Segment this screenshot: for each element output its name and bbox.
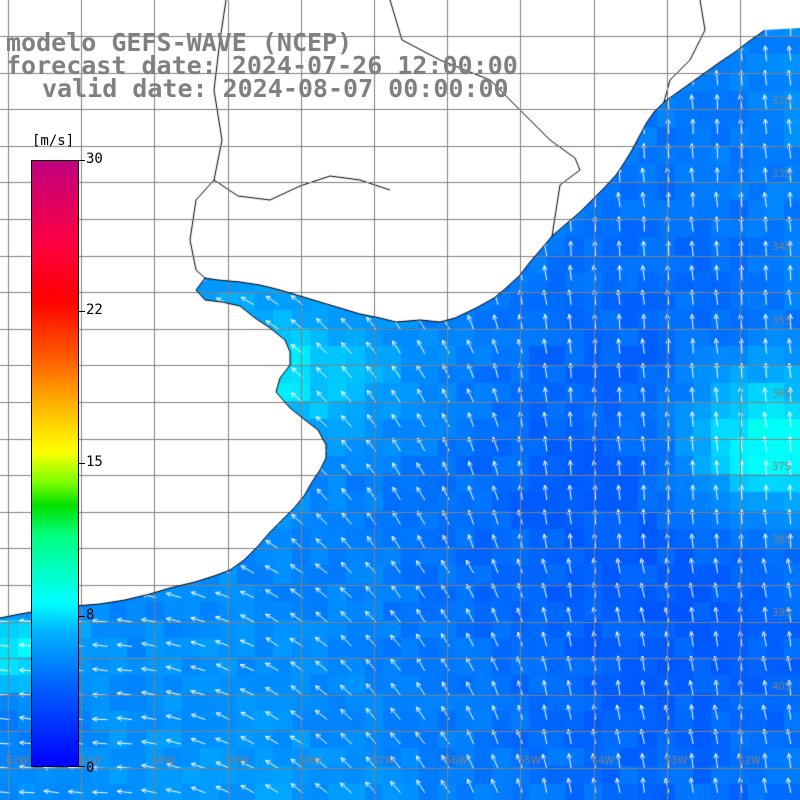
colorbar-tickmark — [79, 160, 85, 161]
colorbar-tickmark — [79, 311, 85, 312]
colorbar-tick-15: 15 — [86, 454, 103, 470]
colorbar-gradient — [31, 160, 79, 767]
colorbar-tick-8: 8 — [86, 607, 95, 623]
colorbar-unit: [m/s] — [32, 133, 75, 149]
colorbar-tick-0: 0 — [86, 760, 95, 776]
valid-date: valid date: 2024-08-07 00:00:00 — [42, 74, 509, 103]
colorbar-tickmark — [79, 463, 85, 464]
colorbar-tick-22: 22 — [86, 302, 103, 318]
colorbar-tick-30: 30 — [86, 151, 103, 167]
colorbar-tickmark — [79, 766, 85, 767]
model-title: modelo GEFS-WAVE (NCEP) — [6, 28, 353, 57]
forecast-date: forecast date: 2024-07-26 12:00:00 — [6, 51, 518, 80]
colorbar-tickmark — [79, 616, 85, 617]
